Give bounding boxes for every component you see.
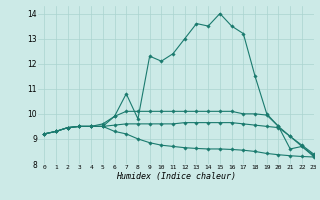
X-axis label: Humidex (Indice chaleur): Humidex (Indice chaleur) [116, 172, 236, 181]
